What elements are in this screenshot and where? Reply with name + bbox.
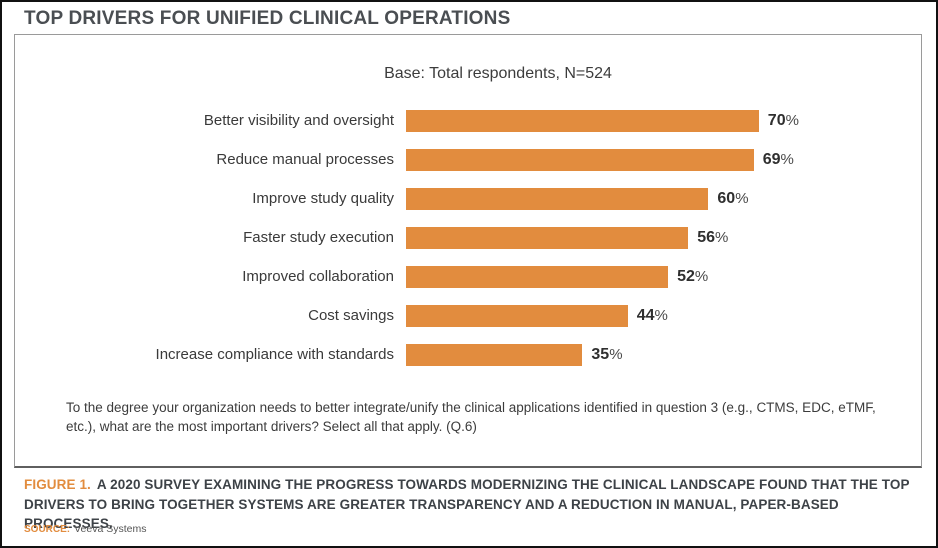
bar-row: Reduce manual processes 69%	[15, 140, 921, 179]
bar-value: 44%	[636, 306, 668, 324]
bar-track: 35%	[406, 343, 910, 366]
bar-value: 69%	[762, 150, 794, 168]
bar-value: 56%	[697, 228, 729, 246]
figure-caption: FIGURE 1. A 2020 SURVEY EXAMINING THE PRO…	[24, 475, 916, 534]
bar-value: 60%	[717, 189, 749, 207]
bar	[406, 109, 759, 132]
bar-category-label: Better visibility and oversight	[203, 112, 394, 129]
source-line: SOURCE: Veeva Systems	[24, 523, 147, 535]
bar-track: 60%	[406, 187, 910, 210]
source-label: SOURCE:	[24, 524, 71, 535]
bar-row: Better visibility and oversight 70%	[15, 101, 921, 140]
bar-chart-rows: Better visibility and oversight 70% Reduce…	[15, 101, 921, 374]
bar-category-label: Improved collaboration	[242, 268, 394, 285]
bar-category-label: Cost savings	[308, 307, 394, 324]
bar-row: Cost savings 44%	[15, 296, 921, 335]
figure-number-label: FIGURE 1.	[24, 477, 91, 492]
source-name: Veeva Systems	[74, 523, 147, 535]
bar-row: Improve study quality 60%	[15, 179, 921, 218]
bar-category-label: Faster study execution	[243, 229, 394, 246]
bar	[406, 148, 754, 171]
bar	[406, 187, 709, 210]
bar-value: 70%	[767, 111, 799, 129]
figure-caption-text: A 2020 SURVEY EXAMINING THE PROGRESS TOW…	[24, 477, 910, 531]
bar-row: Faster study execution 56%	[15, 218, 921, 257]
bar	[406, 265, 669, 288]
bar-track: 69%	[406, 148, 910, 171]
chart-panel: Base: Total respondents, N=524 Better vi…	[14, 34, 922, 468]
chart-subtitle-base-note: Base: Total respondents, N=524	[384, 65, 612, 82]
bar-category-label: Increase compliance with standards	[155, 346, 394, 363]
bar-track: 44%	[406, 304, 910, 327]
bar-category-label: Improve study quality	[252, 190, 394, 207]
bar	[406, 343, 583, 366]
bar-value: 35%	[591, 345, 623, 363]
bar-row: Increase compliance with standards 35%	[15, 335, 921, 374]
bar-track: 70%	[406, 109, 910, 132]
bar-track: 56%	[406, 226, 910, 249]
bar-row: Improved collaboration 52%	[15, 257, 921, 296]
page-title: TOP DRIVERS FOR UNIFIED CLINICAL OPERATI…	[24, 8, 511, 29]
bar-value: 52%	[677, 267, 709, 285]
bar	[406, 226, 689, 249]
bar	[406, 304, 628, 327]
bar-track: 52%	[406, 265, 910, 288]
bar-category-label: Reduce manual processes	[216, 151, 394, 168]
survey-question-footnote: To the degree your organization needs to…	[66, 400, 876, 434]
